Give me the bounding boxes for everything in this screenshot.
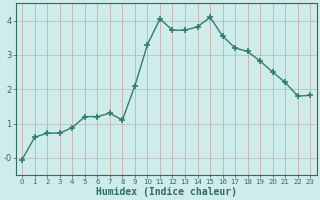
X-axis label: Humidex (Indice chaleur): Humidex (Indice chaleur) <box>96 186 237 197</box>
